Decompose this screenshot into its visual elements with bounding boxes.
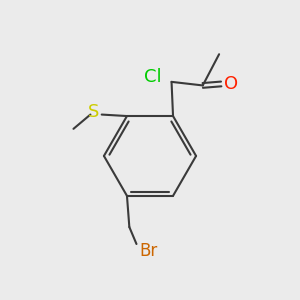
Text: Cl: Cl: [144, 68, 162, 85]
Text: O: O: [224, 75, 238, 93]
Text: Br: Br: [139, 242, 158, 260]
Text: S: S: [88, 103, 99, 121]
